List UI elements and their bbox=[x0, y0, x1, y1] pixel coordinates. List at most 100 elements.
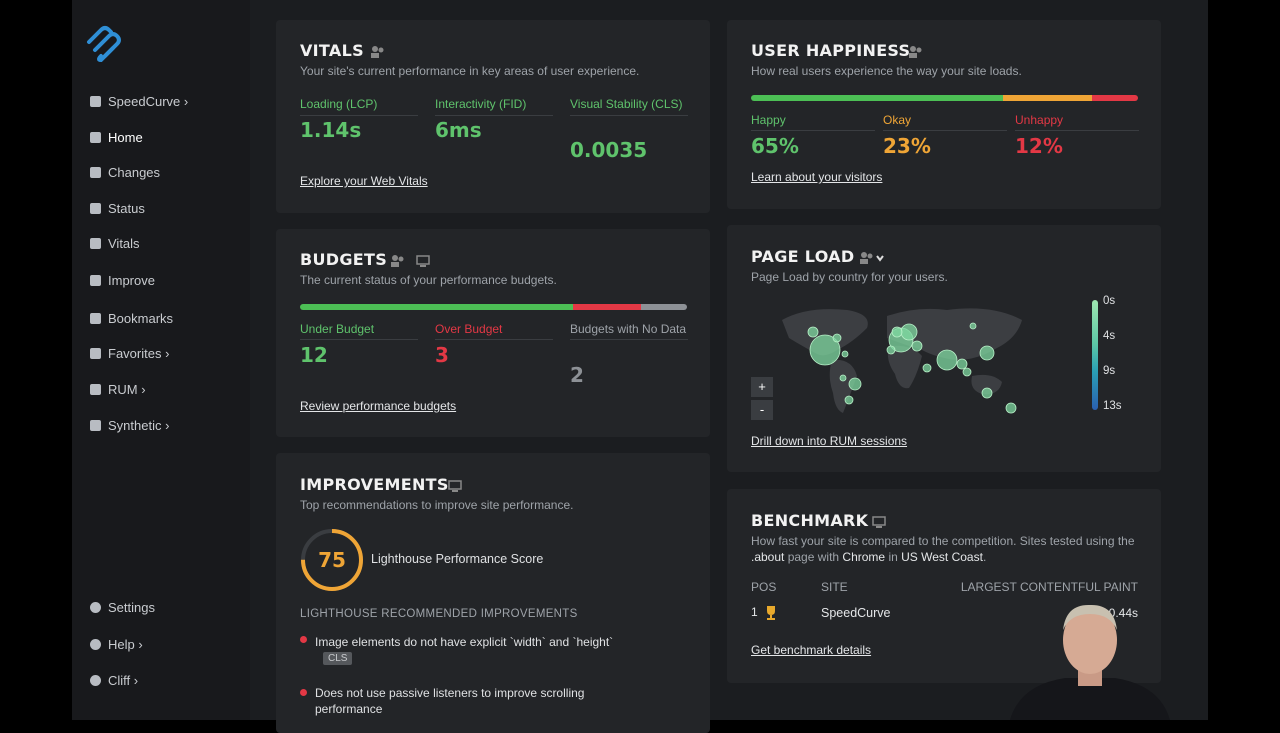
icon-users[interactable] bbox=[860, 251, 884, 264]
nav-item[interactable]: Improve bbox=[90, 273, 155, 289]
nav-item[interactable]: Cliff › bbox=[90, 673, 139, 689]
subtitle-text: page with bbox=[784, 550, 843, 564]
nav-item[interactable]: Bookmarks bbox=[90, 311, 174, 327]
subtitle-emphasis: US West Coast bbox=[901, 550, 983, 564]
icon-desktop bbox=[416, 254, 430, 267]
item-text: Does not use passive listeners to improv… bbox=[315, 686, 585, 716]
nav-label: Bookmarks bbox=[108, 311, 174, 326]
cell-site: SpeedCurve bbox=[821, 606, 891, 620]
zoom-in[interactable]: + bbox=[751, 377, 773, 397]
nav-icon bbox=[90, 132, 101, 143]
group-label: Okay bbox=[883, 110, 1007, 131]
nav-item[interactable]: Synthetic › bbox=[90, 418, 170, 434]
group-value: 12% bbox=[1015, 134, 1063, 158]
nav-label: Cliff › bbox=[108, 673, 139, 688]
nav-label: Home bbox=[108, 130, 143, 145]
nav-icon bbox=[90, 275, 101, 286]
happiness-card: USER HAPPINESS How real users experience… bbox=[727, 20, 1161, 209]
score-ring: 75 bbox=[301, 529, 363, 591]
score-value: 75 bbox=[318, 548, 346, 572]
cell-pos: 1 bbox=[751, 605, 758, 619]
group-label: Under Budget bbox=[300, 319, 418, 340]
score-label: Lighthouse Performance Score bbox=[371, 552, 544, 566]
happiness-bar bbox=[751, 95, 1138, 101]
group-value: 2 bbox=[570, 363, 584, 387]
title: BUDGETS bbox=[300, 250, 388, 269]
icon-users bbox=[909, 45, 922, 58]
title: BENCHMARK bbox=[751, 511, 869, 530]
nav-item[interactable]: Changes bbox=[90, 165, 160, 181]
world-map bbox=[782, 308, 1022, 414]
item-text: Image elements do not have explicit `wid… bbox=[315, 635, 614, 649]
bar-segment bbox=[1091, 95, 1138, 101]
group-label: Happy bbox=[751, 110, 875, 131]
nav-icon bbox=[90, 420, 101, 431]
legend-label: 4s bbox=[1103, 330, 1116, 342]
metric-value: 0.0035 bbox=[570, 138, 648, 162]
icon-users bbox=[391, 254, 404, 267]
icon-users bbox=[371, 45, 384, 58]
zoom-out[interactable]: - bbox=[751, 400, 773, 420]
link[interactable]: Learn about your visitors bbox=[751, 170, 883, 184]
subtitle-text: in bbox=[885, 550, 902, 564]
item-tag: CLS bbox=[323, 652, 353, 665]
nav-icon bbox=[90, 348, 101, 359]
nav-icon bbox=[90, 203, 101, 214]
nav-label: Favorites › bbox=[108, 346, 170, 361]
benchmark-card: BENCHMARK How fast your site is compared… bbox=[727, 489, 1161, 683]
nav-label: SpeedCurve › bbox=[108, 94, 189, 109]
link[interactable]: Explore your Web Vitals bbox=[300, 174, 428, 188]
ring-value bbox=[301, 529, 363, 591]
nav-item[interactable]: RUM › bbox=[90, 382, 146, 398]
bar-segment bbox=[751, 95, 1003, 101]
vitals-card: VITALS Your site's current performance i… bbox=[276, 20, 710, 213]
nav-icon bbox=[90, 639, 101, 650]
metric-value: 6ms bbox=[435, 118, 482, 142]
nav-icon bbox=[90, 167, 101, 178]
metric-label: Visual Stability (CLS) bbox=[570, 94, 688, 116]
improvements-card: IMPROVEMENTS Top recommendations to impr… bbox=[276, 453, 710, 733]
nav-label: Synthetic › bbox=[108, 418, 170, 433]
subtitle: How fast your site is compared to the co… bbox=[751, 533, 1151, 565]
nav-label: Status bbox=[108, 201, 145, 216]
column-header: LARGEST CONTENTFUL PAINT bbox=[960, 580, 1138, 594]
link[interactable]: Drill down into RUM sessions bbox=[751, 434, 908, 448]
subtitle-emphasis: Chrome bbox=[842, 550, 886, 564]
subtitle-emphasis: .about bbox=[751, 550, 785, 564]
metric-label: Interactivity (FID) bbox=[435, 94, 553, 116]
link[interactable]: Review performance budgets bbox=[300, 399, 457, 413]
metric-value: 1.14s bbox=[300, 118, 362, 142]
nav-icon bbox=[90, 675, 101, 686]
subtitle: The current status of your performance b… bbox=[300, 273, 557, 287]
legend-label: 0s bbox=[1103, 295, 1116, 307]
subtitle: How real users experience the way your s… bbox=[751, 64, 1022, 78]
link[interactable]: Get benchmark details bbox=[751, 643, 872, 657]
nav-item[interactable]: Home bbox=[90, 130, 143, 146]
nav-icon bbox=[90, 238, 101, 249]
logo[interactable] bbox=[85, 22, 127, 64]
icon-desktop bbox=[872, 515, 886, 528]
group-value: 12 bbox=[300, 343, 328, 367]
bar-segment bbox=[641, 304, 687, 310]
nav-label: Improve bbox=[108, 273, 155, 288]
nav-item[interactable]: SpeedCurve › bbox=[90, 94, 189, 110]
nav-item[interactable]: Help › bbox=[90, 637, 143, 653]
nav-item[interactable]: Settings bbox=[90, 600, 155, 616]
webcam-overlay bbox=[1010, 604, 1170, 720]
app: SpeedCurve › Home Changes Status Vitals Impro… bbox=[72, 0, 1208, 733]
nav-item[interactable]: Status bbox=[90, 201, 145, 217]
bullet bbox=[300, 689, 307, 696]
group-label: Over Budget bbox=[435, 319, 553, 340]
section-header: LIGHTHOUSE RECOMMENDED IMPROVEMENTS bbox=[300, 608, 578, 620]
bullet bbox=[300, 636, 307, 643]
nav-icon bbox=[90, 96, 101, 107]
nav-item[interactable]: Favorites › bbox=[90, 346, 170, 362]
subtitle: Page Load by country for your users. bbox=[751, 270, 948, 284]
trophy-icon bbox=[767, 606, 775, 620]
budgets-card: BUDGETS The current status of your perfo… bbox=[276, 229, 710, 437]
group-value: 65% bbox=[751, 134, 799, 158]
nav-item[interactable]: Vitals bbox=[90, 236, 140, 252]
nav-icon bbox=[90, 384, 101, 395]
legend-gradient bbox=[1092, 300, 1098, 410]
